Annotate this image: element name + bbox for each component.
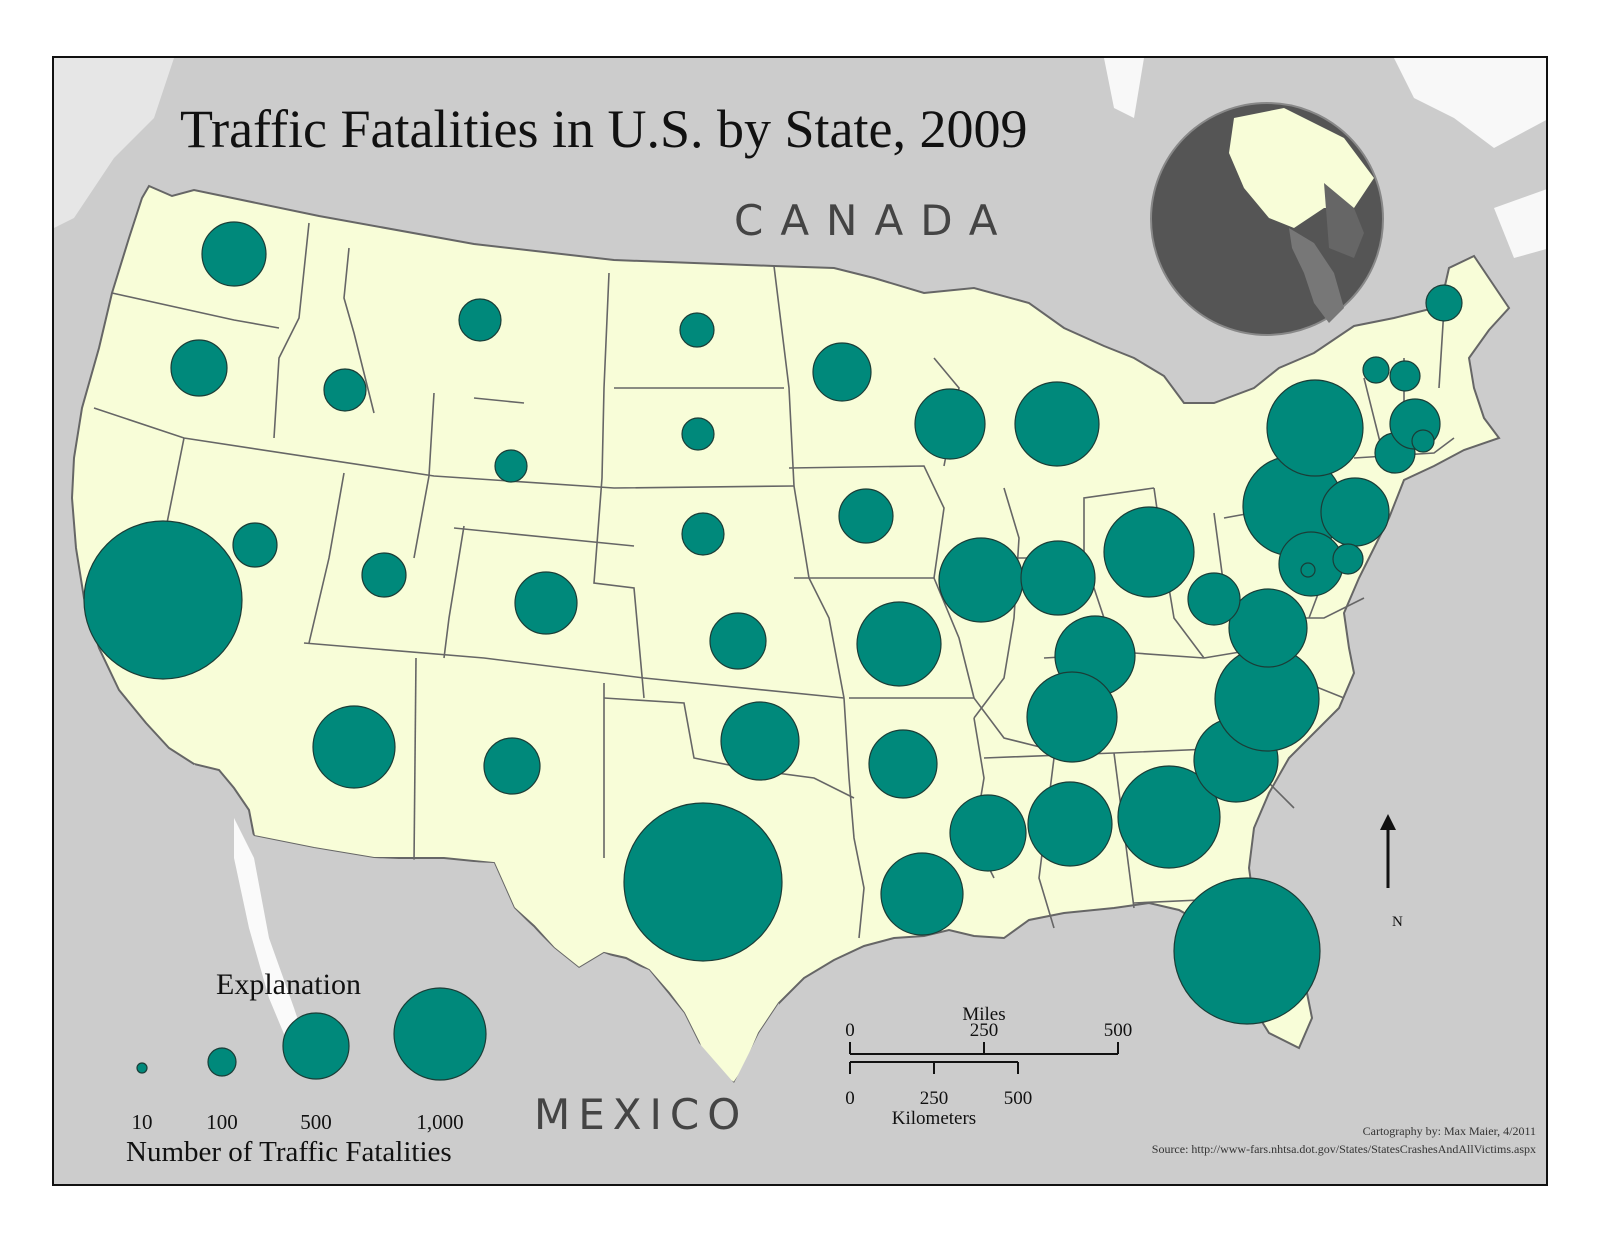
legend-circle-1000 — [393, 987, 487, 1081]
map-title: Traffic Fatalities in U.S. by State, 200… — [180, 99, 1028, 159]
state-circle-wy — [494, 449, 528, 483]
state-circle-nv — [232, 522, 278, 568]
scale-miles-tick-500: 500 — [1103, 1020, 1133, 1041]
map-frame: Traffic Fatalities in U.S. by State, 200… — [52, 56, 1548, 1186]
state-circle-ny — [1266, 379, 1364, 477]
state-circle-or — [170, 339, 228, 397]
state-circle-tx — [623, 802, 783, 962]
state-circle-wv — [1187, 572, 1241, 626]
legend-label-10: 10 — [131, 1110, 153, 1134]
state-circle-dc — [1300, 562, 1316, 578]
ocean-west — [54, 58, 174, 228]
map-canvas — [54, 58, 1546, 1184]
state-circle-co — [514, 571, 578, 635]
scale-km-tick-250: 250 — [919, 1088, 949, 1109]
state-circle-ri — [1411, 429, 1435, 453]
state-circle-ne — [681, 512, 725, 556]
north-label: N — [1392, 914, 1403, 930]
state-circle-nh — [1389, 360, 1421, 392]
state-circle-me — [1425, 284, 1463, 322]
data-source: Source: http://www-fars.nhtsa.dot.gov/St… — [1151, 1142, 1536, 1156]
state-circles — [83, 221, 1463, 1025]
state-circle-la — [880, 852, 964, 936]
state-circle-mo — [856, 601, 942, 687]
legend-circles — [136, 987, 487, 1081]
state-circle-oh — [1103, 506, 1195, 598]
state-circle-ks — [709, 612, 767, 670]
state-circle-wa — [201, 221, 267, 287]
legend-circle-500 — [282, 1012, 350, 1080]
state-circle-nj — [1320, 477, 1390, 547]
state-circle-va — [1228, 588, 1308, 668]
state-circle-il — [938, 537, 1024, 623]
scale-bar — [849, 1042, 1119, 1074]
state-circle-mi — [1014, 381, 1100, 467]
state-circle-ca — [83, 520, 243, 680]
state-circle-in — [1020, 540, 1096, 616]
state-circle-nm — [483, 737, 541, 795]
scale-km-label: Kilometers — [891, 1108, 977, 1129]
cartography-credit: Cartography by: Max Maier, 4/2011 — [1362, 1124, 1536, 1138]
scale-miles-tick-0: 0 — [845, 1020, 855, 1041]
state-circle-de — [1332, 543, 1364, 575]
state-circle-ms — [949, 794, 1027, 872]
canada-coast-white — [1104, 58, 1546, 258]
state-circle-wi — [914, 388, 986, 460]
scale-km-tick-0: 0 — [845, 1088, 855, 1109]
state-circle-ok — [720, 701, 800, 781]
state-circle-id — [323, 368, 367, 412]
legend-label-1000: 1,000 — [416, 1110, 464, 1134]
legend-circle-10 — [136, 1062, 148, 1074]
globe-inset — [1150, 102, 1384, 336]
mexico-land — [194, 764, 779, 1184]
state-circle-mt — [458, 298, 502, 342]
state-circle-al — [1027, 781, 1113, 867]
canada-label: CANADA — [734, 196, 1015, 245]
baja-peninsula-gap — [234, 818, 314, 1068]
state-circle-sd — [681, 417, 715, 451]
legend-label-100: 100 — [206, 1110, 238, 1134]
state-circle-ut — [361, 552, 407, 598]
legend-label-500: 500 — [300, 1110, 332, 1134]
north-arrow — [1380, 814, 1396, 888]
state-circle-tn — [1026, 671, 1118, 763]
state-circle-ia — [838, 488, 894, 544]
legend-caption: Number of Traffic Fatalities — [126, 1136, 452, 1168]
state-circle-az — [312, 705, 396, 789]
state-circle-ga — [1117, 765, 1221, 869]
legend-circle-100 — [207, 1047, 237, 1077]
mexico-label: MEXICO — [534, 1090, 749, 1139]
state-circle-mn — [812, 342, 872, 402]
state-circle-vt — [1362, 356, 1390, 384]
scale-miles-tick-250: 250 — [969, 1020, 999, 1041]
legend-title: Explanation — [216, 968, 361, 1001]
scale-miles-label: Miles — [962, 1004, 1006, 1025]
state-circle-nd — [679, 312, 715, 348]
state-circle-fl — [1173, 877, 1321, 1025]
state-circle-ar — [868, 729, 938, 799]
scale-km-tick-500: 500 — [1003, 1088, 1033, 1109]
